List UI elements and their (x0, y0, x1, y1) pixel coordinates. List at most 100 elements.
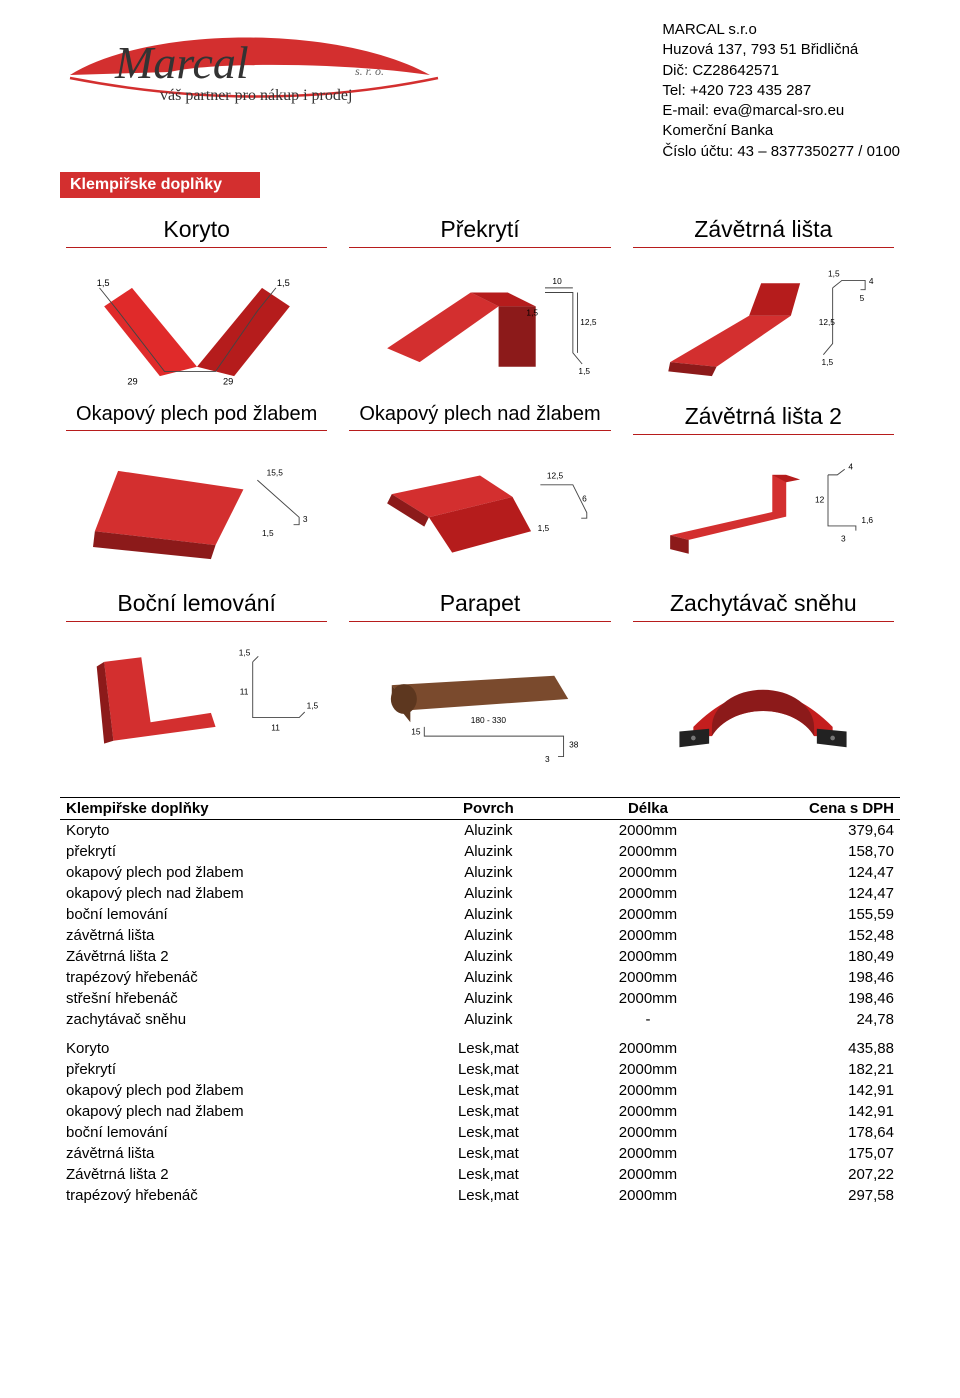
table-cell: 2000mm (564, 1030, 732, 1059)
svg-text:4: 4 (869, 276, 874, 286)
svg-text:180 - 330: 180 - 330 (471, 715, 507, 725)
table-row: okapový plech nad žlabemLesk,mat2000mm14… (60, 1101, 900, 1122)
table-cell: Koryto (60, 1030, 413, 1059)
table-cell: Lesk,mat (413, 1030, 564, 1059)
table-cell: 297,58 (732, 1185, 900, 1206)
table-cell: Lesk,mat (413, 1185, 564, 1206)
table-cell: 2000mm (564, 819, 732, 841)
product-title: Závětrná lišta 2 (633, 403, 894, 435)
table-cell: Lesk,mat (413, 1164, 564, 1185)
svg-text:12,5: 12,5 (819, 317, 836, 327)
table-cell: 182,21 (732, 1059, 900, 1080)
svg-text:1,5: 1,5 (538, 523, 550, 533)
table-cell: okapový plech nad žlabem (60, 1101, 413, 1122)
table-cell: Aluzink (413, 1009, 564, 1030)
product-title: Parapet (349, 590, 610, 622)
product-image: 180 - 330 15 3 38 (343, 632, 616, 767)
product-title: Koryto (66, 216, 327, 248)
table-cell: Aluzink (413, 819, 564, 841)
table-cell: trapézový hřebenáč (60, 967, 413, 988)
table-cell: - (564, 1009, 732, 1030)
product-image: 1,5 1,5 29 29 (60, 258, 333, 393)
svg-text:10: 10 (552, 276, 562, 286)
product-image: 10 12,5 1,5 1,5 (343, 258, 616, 393)
svg-text:1,5: 1,5 (822, 357, 834, 367)
table-row: Závětrná lišta 2Aluzink2000mm180,49 (60, 946, 900, 967)
table-cell: 2000mm (564, 904, 732, 925)
table-cell: 2000mm (564, 967, 732, 988)
product-zachytavac: Zachytávač sněhu (627, 590, 900, 767)
company-name: MARCAL s.r.o (662, 20, 900, 40)
table-cell: 124,47 (732, 883, 900, 904)
table-row: okapový plech pod žlabemAluzink2000mm124… (60, 862, 900, 883)
table-cell: zachytávač sněhu (60, 1009, 413, 1030)
table-cell: Lesk,mat (413, 1143, 564, 1164)
table-cell: 2000mm (564, 988, 732, 1009)
table-row: překrytíLesk,mat2000mm182,21 (60, 1059, 900, 1080)
table-cell: Aluzink (413, 925, 564, 946)
product-image: 12,5 6 1,5 (343, 441, 616, 576)
table-cell: okapový plech pod žlabem (60, 1080, 413, 1101)
svg-text:12,5: 12,5 (580, 317, 597, 327)
table-cell: závětrná lišta (60, 925, 413, 946)
svg-text:1,5: 1,5 (578, 366, 590, 376)
product-bocni-lemovani: Boční lemování 1,5 11 11 1,5 (60, 590, 333, 767)
table-cell: 178,64 (732, 1122, 900, 1143)
product-parapet: Parapet 180 - 330 15 3 38 (343, 590, 616, 767)
svg-text:15: 15 (411, 727, 421, 737)
logo: Marcal s. r. o. váš partner pro nákup i … (60, 20, 642, 162)
svg-text:12,5: 12,5 (547, 471, 564, 481)
svg-text:29: 29 (223, 377, 233, 387)
svg-text:3: 3 (545, 754, 550, 764)
table-cell: 2000mm (564, 1101, 732, 1122)
table-row: zachytávač sněhuAluzink-24,78 (60, 1009, 900, 1030)
svg-text:1,5: 1,5 (306, 701, 318, 711)
table-row: boční lemováníAluzink2000mm155,59 (60, 904, 900, 925)
svg-text:11: 11 (271, 723, 280, 733)
company-tel: Tel: +420 723 435 287 (662, 81, 900, 101)
table-cell: Lesk,mat (413, 1059, 564, 1080)
product-image: 12,5 5 1,5 4 1,5 (627, 258, 900, 393)
svg-text:s. r. o.: s. r. o. (355, 64, 384, 78)
table-cell: 158,70 (732, 841, 900, 862)
table-cell: 2000mm (564, 1080, 732, 1101)
product-image: 15,5 3 1,5 (60, 441, 333, 576)
table-cell: okapový plech pod žlabem (60, 862, 413, 883)
product-okap-pod: Okapový plech pod žlabem 15,5 3 1,5 (60, 403, 333, 580)
table-row: boční lemováníLesk,mat2000mm178,64 (60, 1122, 900, 1143)
table-cell: 435,88 (732, 1030, 900, 1059)
table-row: okapový plech pod žlabemLesk,mat2000mm14… (60, 1080, 900, 1101)
product-title: Boční lemování (66, 590, 327, 622)
table-cell: 142,91 (732, 1080, 900, 1101)
table-cell: 124,47 (732, 862, 900, 883)
table-cell: střešní hřebenáč (60, 988, 413, 1009)
section-heading: Klempiřske doplňky (60, 172, 260, 198)
table-cell: Koryto (60, 819, 413, 841)
table-cell: 198,46 (732, 967, 900, 988)
svg-text:váš partner pro nákup i prodej: váš partner pro nákup i prodej (160, 87, 352, 104)
table-cell: 379,64 (732, 819, 900, 841)
svg-text:Marcal: Marcal (114, 37, 249, 88)
svg-text:1,5: 1,5 (96, 278, 109, 288)
table-cell: 2000mm (564, 1185, 732, 1206)
table-row: Závětrná lišta 2Lesk,mat2000mm207,22 (60, 1164, 900, 1185)
table-cell: Aluzink (413, 967, 564, 988)
table-cell: Lesk,mat (413, 1122, 564, 1143)
svg-text:11: 11 (239, 687, 248, 697)
product-zavetrna-lista: Závětrná lišta 12,5 5 1,5 4 1,5 (627, 216, 900, 393)
product-gallery: Koryto 1,5 1,5 29 29 Překry (60, 216, 900, 767)
th-product: Klempiřske doplňky (60, 797, 413, 819)
table-cell: 2000mm (564, 841, 732, 862)
product-title: Zachytávač sněhu (633, 590, 894, 622)
table-cell: Aluzink (413, 862, 564, 883)
svg-text:1,5: 1,5 (277, 278, 290, 288)
svg-text:12: 12 (815, 495, 825, 505)
table-cell: 2000mm (564, 925, 732, 946)
product-zavetrna-lista-2: Závětrná lišta 2 12 1,6 4 3 (627, 403, 900, 580)
svg-text:3: 3 (303, 514, 308, 524)
svg-text:4: 4 (849, 462, 854, 472)
company-address: Huzová 137, 793 51 Břidličná (662, 40, 900, 60)
table-cell: okapový plech nad žlabem (60, 883, 413, 904)
table-cell: Aluzink (413, 988, 564, 1009)
table-cell: 2000mm (564, 1059, 732, 1080)
